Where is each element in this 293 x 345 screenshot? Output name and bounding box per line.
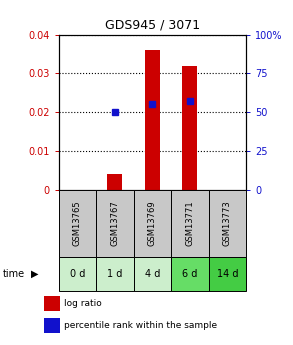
Bar — [182, 66, 197, 190]
Bar — [171, 257, 209, 291]
Text: ▶: ▶ — [31, 269, 39, 279]
Bar — [59, 257, 96, 291]
Bar — [209, 190, 246, 257]
Bar — [59, 190, 96, 257]
Text: time: time — [3, 269, 25, 279]
Bar — [145, 50, 160, 190]
Text: 4 d: 4 d — [145, 269, 160, 279]
Text: GSM13769: GSM13769 — [148, 200, 157, 246]
Text: 6 d: 6 d — [182, 269, 197, 279]
Text: GSM13767: GSM13767 — [110, 200, 119, 246]
Text: GDS945 / 3071: GDS945 / 3071 — [105, 18, 200, 31]
Text: GSM13765: GSM13765 — [73, 200, 82, 246]
Text: 1 d: 1 d — [107, 269, 122, 279]
Bar — [96, 190, 134, 257]
Text: 14 d: 14 d — [217, 269, 238, 279]
Text: 0 d: 0 d — [70, 269, 85, 279]
Text: percentile rank within the sample: percentile rank within the sample — [64, 321, 217, 330]
Bar — [171, 190, 209, 257]
Bar — [107, 174, 122, 190]
Text: log ratio: log ratio — [64, 299, 102, 308]
Bar — [44, 318, 60, 333]
Text: GSM13771: GSM13771 — [185, 200, 194, 246]
Bar — [44, 296, 60, 311]
Bar — [209, 257, 246, 291]
Bar — [134, 257, 171, 291]
Bar — [96, 257, 134, 291]
Bar — [134, 190, 171, 257]
Text: GSM13773: GSM13773 — [223, 200, 232, 246]
